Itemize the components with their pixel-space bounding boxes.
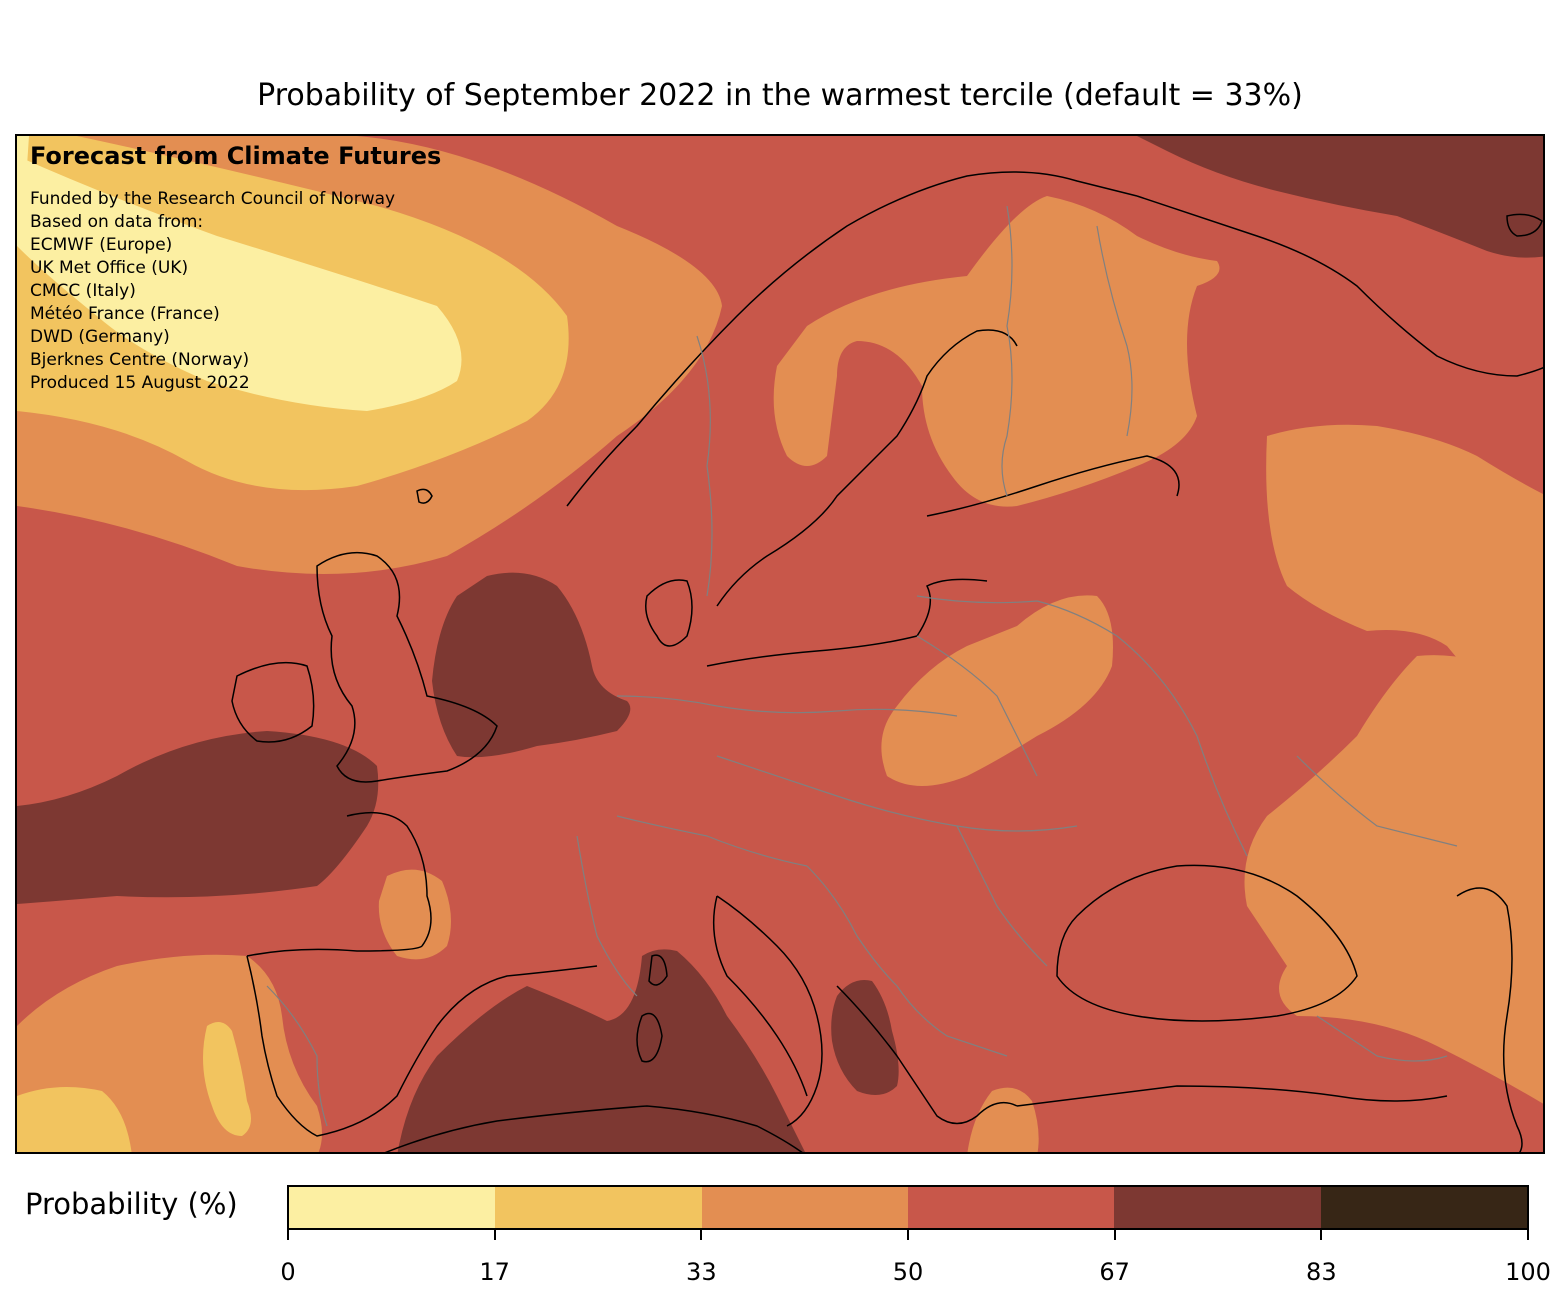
zone-67-83-mediterranean xyxy=(397,949,805,1152)
colorbar-tick xyxy=(1527,1230,1529,1240)
colorbar-segment-0-17 xyxy=(289,1187,496,1228)
country-borders xyxy=(266,205,1458,1127)
zone-33-50-east xyxy=(1266,424,1543,734)
colorbar-tick-label: 17 xyxy=(479,1258,510,1286)
map-title: Probability of September 2022 in the war… xyxy=(257,78,1303,113)
colorbar-tick-label: 67 xyxy=(1099,1258,1130,1286)
map-canvas xyxy=(17,136,1543,1152)
colorbar-segment-67-83 xyxy=(1114,1187,1321,1228)
zone-33-50-poland xyxy=(881,595,1113,786)
zone-17-33-southwest xyxy=(17,1087,132,1152)
colorbar-tick-label: 33 xyxy=(686,1258,717,1286)
zone-0-17-northwest xyxy=(17,156,462,411)
colorbar-tick xyxy=(700,1230,703,1240)
zone-33-50-finland xyxy=(773,196,1220,507)
zone-33-50-biscay xyxy=(378,869,451,960)
colorbar-tick-label: 50 xyxy=(892,1258,924,1286)
probability-map xyxy=(15,134,1545,1154)
zone-67-83-adriatic xyxy=(831,980,899,1095)
colorbar-tick xyxy=(1320,1230,1323,1240)
zone-33-50-southeast xyxy=(1244,655,1543,1104)
colorbar-segment-33-50 xyxy=(701,1187,908,1228)
zone-67-83-atlantic xyxy=(17,731,379,904)
zone-67-83-northeast xyxy=(1137,136,1543,258)
colorbar-tick-label: 83 xyxy=(1306,1258,1337,1286)
colorbar-tick-label: 0 xyxy=(280,1258,296,1286)
colorbar-segment-83-100 xyxy=(1320,1187,1527,1228)
colorbar-segment-50-67 xyxy=(907,1187,1115,1228)
colorbar-segment-17-33 xyxy=(495,1187,702,1228)
zone-33-50-aegean xyxy=(967,1087,1039,1152)
colorbar xyxy=(287,1185,1529,1230)
colorbar-tick xyxy=(287,1230,289,1240)
zone-67-83-north-sea xyxy=(432,572,631,758)
zone-0-17-corner xyxy=(17,136,29,206)
coastlines xyxy=(231,171,1543,1152)
zone-17-33-portugal xyxy=(203,1022,251,1136)
colorbar-tick xyxy=(1113,1230,1116,1240)
colorbar-tick xyxy=(493,1230,496,1240)
colorbar-tick xyxy=(907,1230,909,1240)
colorbar-tick-label: 100 xyxy=(1505,1258,1551,1286)
colorbar-label: Probability (%) xyxy=(25,1187,238,1221)
